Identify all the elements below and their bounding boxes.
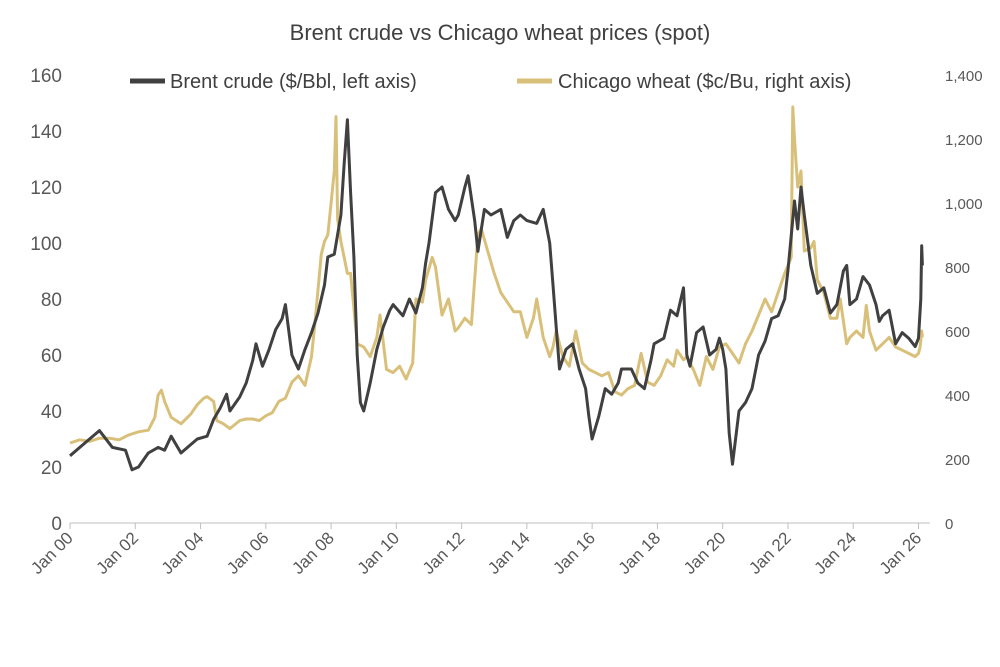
legend-item-wheat: Chicago wheat ($c/Bu, right axis) <box>517 71 851 93</box>
y-left-tick-label: 80 <box>41 290 62 311</box>
x-tick-marks <box>69 523 919 529</box>
y-right-tick-label: 600 <box>945 324 970 341</box>
legend-label-wheat: Chicago wheat ($c/Bu, right axis) <box>558 71 851 93</box>
y-left-tick-label: 140 <box>30 122 62 143</box>
y-right-tick-label: 200 <box>945 452 970 469</box>
y-left-tick-label: 60 <box>41 346 62 367</box>
y-right-tick-label: 1,200 <box>945 132 983 149</box>
legend-label-brent: Brent crude ($/Bbl, left axis) <box>170 71 417 93</box>
y-left-tick-label: 20 <box>41 458 62 479</box>
y-left-tick-label: 0 <box>51 514 62 535</box>
legend-item-brent: Brent crude ($/Bbl, left axis) <box>130 71 417 93</box>
y-right-tick-label: 0 <box>945 516 953 533</box>
plot-area <box>69 105 924 472</box>
y-left-tick-label: 40 <box>41 402 62 423</box>
y-left-tick-label: 120 <box>30 178 62 199</box>
y-right-tick-label: 1,000 <box>945 196 983 213</box>
y-right-tick-label: 400 <box>945 388 970 405</box>
chart-title: Brent crude vs Chicago wheat prices (spo… <box>290 20 711 45</box>
y-right-tick-label: 800 <box>945 260 970 277</box>
y-right-tick-label: 1,400 <box>945 68 983 85</box>
y-left-tick-label: 160 <box>30 66 62 87</box>
y-right-tick-labels: 0 200 400 600 800 1,000 1,200 1,400 <box>945 68 983 533</box>
y-left-tick-label: 100 <box>30 234 62 255</box>
series-line-brent <box>69 118 924 472</box>
legend: Brent crude ($/Bbl, left axis) Chicago w… <box>130 71 851 93</box>
y-left-tick-labels: 0 20 40 60 80 100 120 140 160 <box>30 66 62 535</box>
